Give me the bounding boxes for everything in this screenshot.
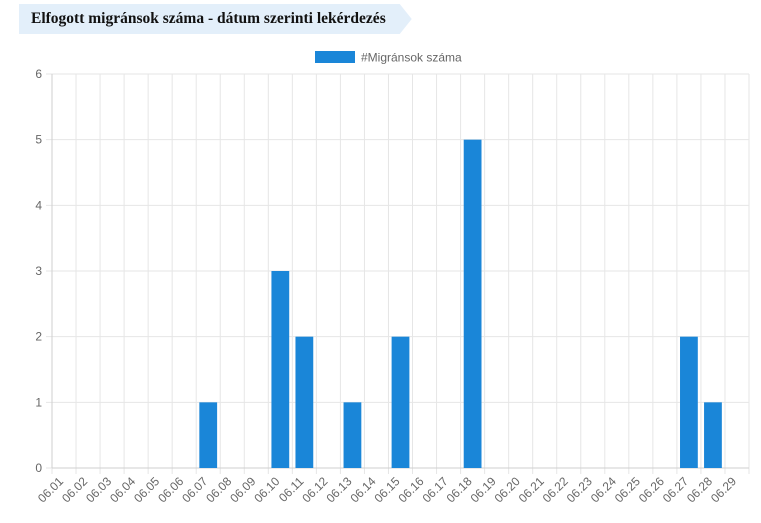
chart-title: Elfogott migránsok száma - dátum szerint… [31,10,386,27]
y-tick-label: 6 [35,67,42,81]
y-tick-label: 3 [35,264,42,278]
y-tick-label: 0 [35,461,42,475]
x-tick-label: 06.05 [131,474,162,505]
bar-06.10 [271,271,290,468]
x-tick-label: 06.03 [83,474,114,505]
bar-06.15 [391,336,410,468]
x-tick-label: 06.29 [708,474,739,505]
x-tick-label: 06.14 [347,474,378,505]
x-tick-label: 06.19 [468,474,499,505]
x-tick-label: 06.09 [227,474,258,505]
bar-06.28 [704,402,722,468]
y-tick-label: 4 [35,198,42,212]
x-tick-label: 06.11 [276,474,307,505]
x-tick-label: 06.07 [179,474,210,505]
y-tick-label: 5 [35,133,42,147]
x-tick-label: 06.08 [203,474,234,505]
x-tick-label: 06.18 [444,474,475,505]
bar-06.11 [295,336,314,468]
x-tick-label: 06.13 [323,474,354,505]
x-tick-label: 06.26 [636,474,667,505]
x-tick-label: 06.02 [59,474,90,505]
legend-swatch [315,51,355,63]
x-tick-label: 06.12 [299,474,330,505]
x-tick-label: 06.01 [35,474,66,505]
y-tick-label: 2 [35,330,42,344]
x-tick-label: 06.15 [371,474,402,505]
bar-06.18 [463,139,482,468]
x-tick-label: 06.10 [251,474,282,505]
x-tick-label: 06.04 [107,474,138,505]
x-tick-label: 06.24 [588,474,619,505]
bar-06.27 [680,336,698,468]
x-tick-label: 06.17 [420,474,451,505]
x-tick-label: 06.06 [155,474,186,505]
chart-title-banner: Elfogott migránsok száma - dátum szerint… [19,4,412,34]
x-tick-label: 06.22 [540,474,571,505]
x-tick-label: 06.16 [396,474,427,505]
x-tick-label: 06.21 [516,474,547,505]
y-tick-label: 1 [35,395,42,409]
x-tick-label: 06.25 [612,474,643,505]
bar-06.07 [199,402,218,468]
x-tick-label: 06.28 [684,474,715,505]
x-tick-label: 06.23 [564,474,595,505]
bar-06.13 [343,402,362,468]
x-tick-label: 06.27 [660,474,691,505]
x-tick-label: 06.20 [492,474,523,505]
legend-label: #Migránsok száma [361,51,462,65]
